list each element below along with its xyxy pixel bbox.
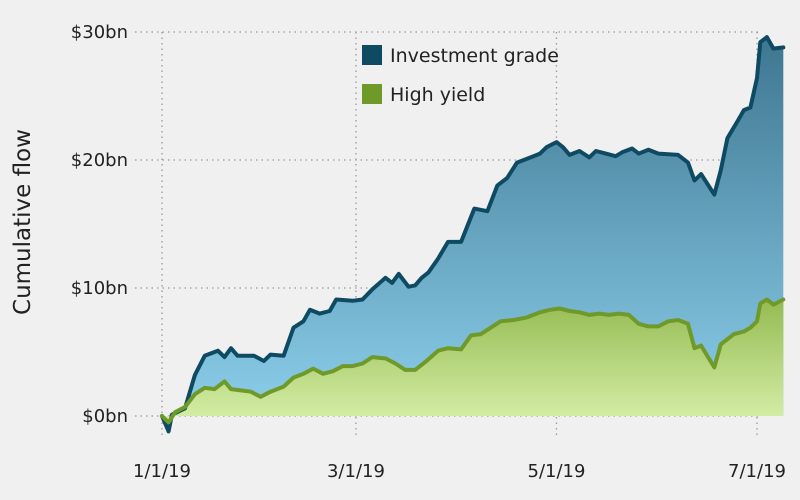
series-lines [160, 35, 786, 434]
legend-swatch-high-yield [362, 84, 382, 104]
line-high-yield [160, 297, 786, 425]
x-axis-ticks: 1/1/19 3/1/19 5/1/19 7/1/19 [133, 461, 786, 482]
series-areas [162, 37, 784, 432]
y-tick-label: $30bn [71, 22, 128, 43]
legend-swatch-investment-grade [362, 45, 382, 65]
line-investment-grade [160, 35, 786, 434]
legend-label-investment-grade: Investment grade [390, 45, 559, 67]
y-tick-label: $20bn [71, 150, 128, 171]
x-tick-label: 3/1/19 [327, 461, 385, 482]
area-high-yield [162, 299, 784, 423]
x-tick-label: 5/1/19 [528, 461, 586, 482]
x-tick-label: 7/1/19 [728, 461, 786, 482]
y-axis-title: Cumulative flow [10, 129, 36, 315]
legend-label-high-yield: High yield [390, 84, 485, 106]
y-tick-label: $10bn [71, 278, 128, 299]
x-tick-label: 1/1/19 [133, 461, 191, 482]
y-axis-ticks: $0bn $10bn $20bn $30bn [71, 22, 128, 427]
y-tick-label: $0bn [82, 406, 128, 427]
legend: Investment grade High yield [362, 45, 559, 106]
